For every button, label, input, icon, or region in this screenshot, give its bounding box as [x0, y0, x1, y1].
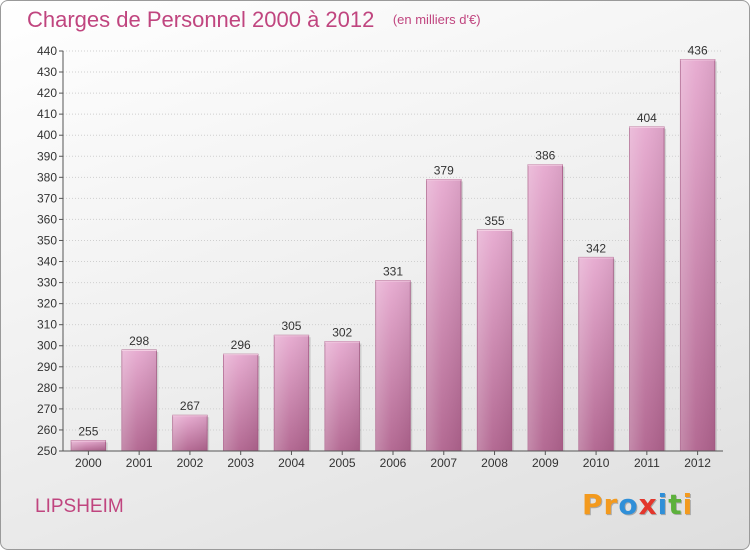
- logo-letter: i: [682, 488, 694, 521]
- x-tick-label-2004: 2004: [278, 456, 305, 470]
- data-label-2007: 379: [434, 163, 454, 177]
- x-tick-label-2010: 2010: [583, 456, 610, 470]
- y-tick-label: 360: [37, 212, 57, 226]
- y-tick-label: 280: [37, 381, 57, 395]
- x-tick-label-2012: 2012: [684, 456, 711, 470]
- bar-shine: [274, 335, 309, 451]
- y-tick-label: 440: [37, 44, 57, 58]
- logo-letter: t: [668, 488, 683, 521]
- data-label-2011: 404: [637, 111, 657, 125]
- y-tick-label: 330: [37, 276, 57, 290]
- data-label-2004: 305: [281, 319, 301, 333]
- x-tick-label-2000: 2000: [75, 456, 102, 470]
- data-label-2008: 355: [485, 214, 505, 228]
- place-name: LIPSHEIM: [35, 496, 124, 517]
- y-tick-label: 380: [37, 170, 57, 184]
- bar-shine: [629, 126, 665, 451]
- bar-shine: [121, 349, 157, 451]
- title-block: Charges de Personnel 2000 à 2012 (en mil…: [27, 7, 481, 33]
- proxiti-logo: Proxiti: [582, 488, 693, 521]
- y-tick-label: 400: [37, 128, 57, 142]
- data-label-2010: 342: [586, 241, 606, 255]
- bar-shine: [578, 257, 614, 451]
- y-tick-label: 290: [37, 360, 57, 374]
- y-tick-label: 370: [37, 191, 57, 205]
- logo-letter: i: [657, 488, 669, 521]
- data-label-2006: 331: [383, 264, 403, 278]
- data-label-2005: 302: [332, 326, 352, 340]
- bar-shine: [680, 59, 715, 451]
- x-tick-label-2007: 2007: [430, 456, 457, 470]
- x-tick-label-2005: 2005: [329, 456, 356, 470]
- y-tick-label: 410: [37, 107, 57, 121]
- logo-letter: x: [638, 488, 658, 521]
- bar-shine: [71, 440, 106, 451]
- data-label-2003: 296: [231, 338, 251, 352]
- x-tick-label-2001: 2001: [126, 456, 153, 470]
- y-tick-label: 390: [37, 149, 57, 163]
- y-tick-label: 270: [37, 402, 57, 416]
- x-tick-label-2002: 2002: [177, 456, 204, 470]
- chart-title: Charges de Personnel 2000 à 2012: [27, 7, 375, 32]
- chart-subtitle: (en milliers d'€): [392, 12, 481, 27]
- bar-shine: [477, 229, 512, 451]
- bar-shine: [223, 354, 258, 451]
- data-label-2012: 436: [688, 43, 708, 57]
- y-tick-label: 300: [37, 339, 57, 353]
- x-tick-label-2006: 2006: [380, 456, 407, 470]
- logo-letter: o: [618, 488, 639, 521]
- y-tick-label: 320: [37, 297, 57, 311]
- y-tick-label: 420: [37, 86, 57, 100]
- data-label-2001: 298: [129, 334, 149, 348]
- y-tick-label: 260: [37, 423, 57, 437]
- data-label-2000: 255: [78, 424, 98, 438]
- y-tick-label: 350: [37, 233, 57, 247]
- y-tick-label: 430: [37, 65, 57, 79]
- data-label-2002: 267: [180, 399, 200, 413]
- logo-letter: P: [582, 488, 604, 521]
- logo-letter: r: [603, 488, 619, 521]
- x-tick-label-2011: 2011: [634, 456, 660, 470]
- y-tick-label: 310: [37, 318, 57, 332]
- y-tick-label: 340: [37, 255, 57, 269]
- x-tick-label-2003: 2003: [227, 456, 254, 470]
- bar-shine: [426, 179, 462, 451]
- bar-shine: [172, 415, 208, 451]
- bar-shine: [375, 280, 411, 451]
- bar-shine: [324, 341, 360, 451]
- data-label-2009: 386: [535, 149, 555, 163]
- bar-shine: [528, 164, 563, 451]
- y-tick-label: 250: [37, 444, 57, 458]
- x-tick-label-2008: 2008: [481, 456, 508, 470]
- x-tick-label-2009: 2009: [532, 456, 559, 470]
